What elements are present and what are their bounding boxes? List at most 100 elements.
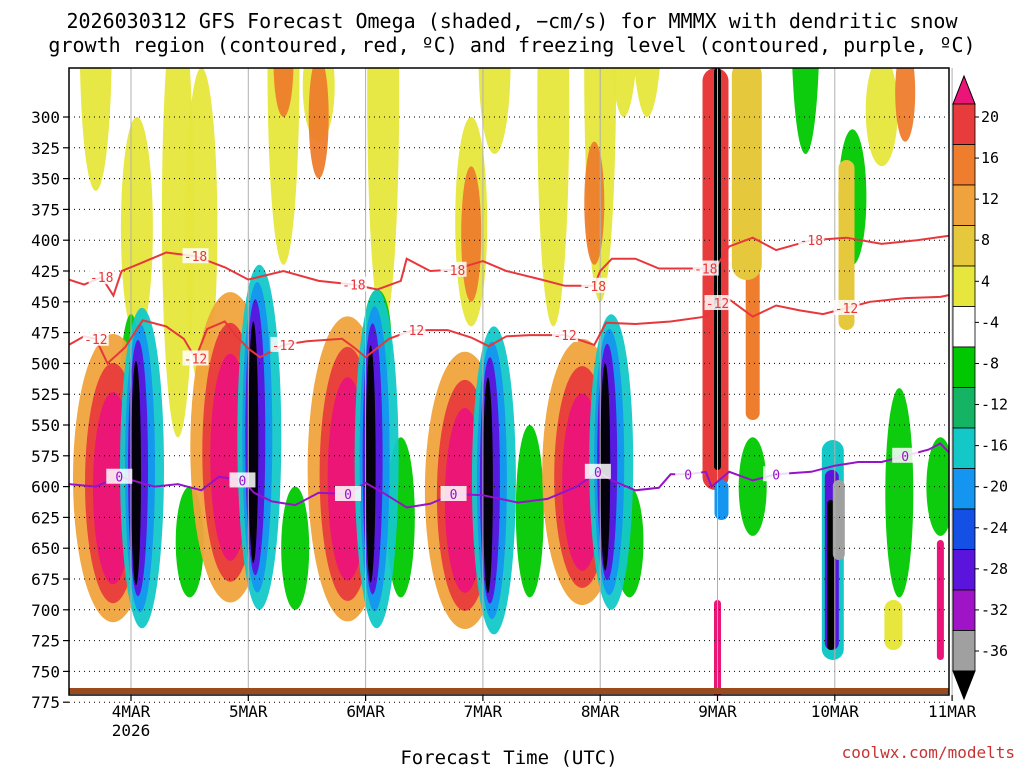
y-tick-label: 350 bbox=[31, 170, 60, 189]
omega-green-patch bbox=[515, 425, 544, 598]
omega-column bbox=[827, 500, 835, 650]
contour-label: -18 bbox=[583, 280, 606, 295]
contour-label-bg bbox=[798, 232, 825, 248]
omega-green-patch bbox=[281, 486, 310, 610]
omega-rise-black bbox=[248, 321, 259, 563]
x-tick-sublabel: 2026 bbox=[112, 721, 151, 740]
y-tick-label: 325 bbox=[31, 139, 60, 158]
y-tick-label: 375 bbox=[31, 200, 60, 219]
contour-label: -18 bbox=[694, 263, 717, 278]
contour-label-bg bbox=[584, 463, 611, 479]
colorbar-label: -4 bbox=[981, 313, 999, 331]
colorbar-segment bbox=[952, 508, 976, 550]
contour-label-bg bbox=[892, 447, 919, 463]
plot-frame bbox=[68, 67, 950, 696]
colorbar-label: -24 bbox=[981, 519, 1008, 537]
x-axis-label: Forecast Time (UTC) bbox=[400, 747, 617, 768]
contour-label: -12 bbox=[706, 297, 729, 312]
y-tick-label: 625 bbox=[31, 508, 60, 527]
contour-label: 0 bbox=[115, 471, 123, 486]
omega-column bbox=[714, 480, 729, 520]
contour-dgz-minus12 bbox=[69, 294, 949, 366]
omega-upper-streak bbox=[537, 68, 570, 327]
contour-label: -12 bbox=[272, 339, 295, 354]
contour-label-bg bbox=[335, 485, 362, 501]
y-tick-label: 550 bbox=[31, 416, 60, 435]
y-tick-label: 500 bbox=[31, 354, 60, 373]
omega-orange-core bbox=[308, 68, 329, 179]
omega-column bbox=[832, 480, 845, 560]
contour-label-bg bbox=[229, 472, 256, 488]
contour-label: -12 bbox=[84, 333, 107, 348]
colorbar-label: -16 bbox=[981, 437, 1008, 455]
contour-label: -18 bbox=[342, 279, 365, 294]
colorbar-label: 4 bbox=[981, 272, 990, 290]
colorbar-label: -36 bbox=[981, 642, 1008, 660]
omega-orange-core bbox=[273, 68, 294, 117]
y-tick-label: 650 bbox=[31, 539, 60, 558]
contour-label: -18 bbox=[184, 250, 207, 265]
terrain-strip bbox=[69, 688, 949, 694]
colorbar-label: 20 bbox=[981, 108, 999, 126]
y-tick-label: 400 bbox=[31, 231, 60, 250]
omega-green-patch bbox=[792, 68, 819, 154]
contour-label-bg bbox=[399, 322, 426, 338]
contour-label-bg bbox=[675, 466, 702, 482]
omega-rise-black bbox=[482, 377, 493, 594]
omega-green-patch bbox=[926, 437, 949, 536]
contour-dgz-minus18 bbox=[69, 234, 949, 298]
contour-label-bg bbox=[552, 327, 579, 343]
y-tick-label: 750 bbox=[31, 662, 60, 681]
contour-label: -12 bbox=[401, 324, 424, 339]
contour-label-bg bbox=[182, 350, 209, 366]
contour-label-bg bbox=[82, 330, 109, 346]
contour-label: 0 bbox=[594, 466, 602, 481]
omega-column bbox=[884, 600, 903, 650]
omega-upper-streak bbox=[478, 68, 511, 154]
colorbar-segment bbox=[952, 427, 976, 469]
omega-column bbox=[731, 68, 762, 280]
contour-label: -18 bbox=[442, 264, 465, 279]
contour-label: -12 bbox=[184, 352, 207, 367]
omega-upper-streak bbox=[80, 68, 112, 191]
contour-label-bg bbox=[106, 468, 133, 484]
colorbar-segment bbox=[952, 306, 976, 348]
colorbar-label: 8 bbox=[981, 231, 990, 249]
colorbar-label: -12 bbox=[981, 396, 1008, 414]
x-tick-label: 4MAR bbox=[112, 702, 151, 721]
omega-upper-streak bbox=[634, 68, 660, 117]
contour-label: 0 bbox=[239, 474, 247, 489]
x-tick-label: 9MAR bbox=[698, 702, 737, 721]
contour-label: 0 bbox=[684, 468, 692, 483]
omega-orange-core bbox=[895, 68, 916, 142]
colorbar-label: 12 bbox=[981, 190, 999, 208]
y-tick-label: 450 bbox=[31, 293, 60, 312]
contour-label: 0 bbox=[901, 450, 909, 465]
contour-label-bg bbox=[182, 248, 209, 264]
x-tick-label: 8MAR bbox=[581, 702, 620, 721]
omega-orange-core bbox=[461, 166, 482, 302]
colorbar-label: -32 bbox=[981, 601, 1008, 619]
colorbar-segment bbox=[952, 346, 976, 388]
colorbar-segment bbox=[952, 387, 976, 429]
chart-title-line-2: growth region (contoured, red, ºC) and f… bbox=[48, 33, 975, 57]
colorbar-segment bbox=[952, 630, 976, 672]
x-tick-label: 6MAR bbox=[346, 702, 385, 721]
contour-label-bg bbox=[581, 277, 608, 293]
colorbar-segment bbox=[952, 549, 976, 591]
contour-label-bg bbox=[440, 261, 467, 277]
omega-rise-black bbox=[365, 345, 376, 583]
omega-upper-streak bbox=[120, 116, 153, 339]
x-tick-label: 7MAR bbox=[464, 702, 503, 721]
y-tick-label: 700 bbox=[31, 601, 60, 620]
colorbar-label: -20 bbox=[981, 478, 1008, 496]
y-tick-label: 775 bbox=[31, 693, 60, 712]
contour-label: -12 bbox=[553, 329, 576, 344]
contour-label-bg bbox=[440, 485, 467, 501]
contour-layer: -18 -18 -18 -18 -18 -18 -18 -12 -12 -12 -12 -12 -12 -… bbox=[69, 232, 949, 509]
colorbar-bottom-arrow bbox=[952, 670, 976, 701]
contour-label-bg bbox=[763, 466, 790, 482]
y-tick-label: 675 bbox=[31, 570, 60, 589]
